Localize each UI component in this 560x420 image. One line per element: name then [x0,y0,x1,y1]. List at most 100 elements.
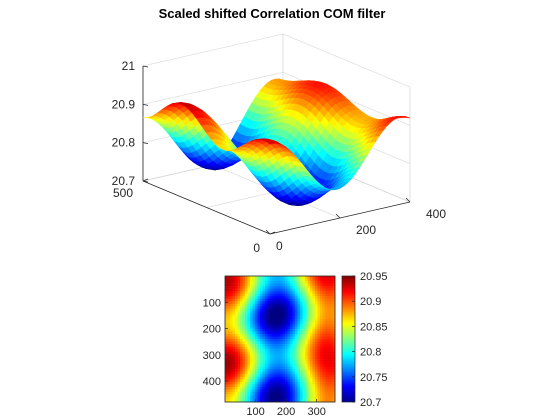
heatmap-cell [277,336,281,340]
heatmap-cell [322,323,326,327]
heatmap-cell [275,296,278,299]
heatmap-cell [237,389,241,393]
heatmap-cell [300,366,303,370]
heatmap-cell [315,389,318,393]
heatmap-cell [270,286,273,289]
heatmap-cell [232,283,236,287]
heatmap-cell [255,346,258,350]
heatmap-cell [255,349,258,352]
heatmap-cell [277,381,281,385]
heatmap-cell [242,354,246,357]
heatmap-cell [310,331,313,335]
heatmap-cell [295,293,298,297]
heatmap-cell [270,389,273,393]
heatmap-cell [240,384,243,388]
heatmap-cell [305,278,308,282]
heatmap-cell [240,291,243,294]
heatmap-cell [242,344,246,347]
heatmap-cell [332,281,336,284]
heatmap-cell [300,296,303,299]
heatmap-cell [237,344,241,347]
heatmap-cell [267,333,271,337]
heatmap-cell [305,301,308,305]
heatmap-cell [260,364,263,368]
heatmap-cell [257,351,261,355]
heatmap-cell [255,328,258,332]
heatmap-cell [307,386,311,390]
heatmap-cell [320,354,323,357]
heatmap-cell [237,331,241,335]
heatmap-cell [230,283,233,287]
heatmap-cell [230,389,233,393]
heatmap-cell [322,306,326,310]
heatmap-cell [292,344,296,347]
heatmap-cell [245,296,248,299]
heatmap-cell [275,391,278,395]
heatmap-cell [300,386,303,390]
heatmap-cell [280,306,283,310]
heatmap-cell [282,389,286,393]
heatmap-cell [270,323,273,327]
heatmap-cell [297,374,301,378]
heatmap-cell [227,296,231,299]
heatmap-cell [302,331,306,335]
heatmap-cell [332,364,336,368]
heatmap-cell [317,301,321,305]
heatmap-cell [247,308,251,312]
heatmap-cell [272,331,276,335]
heatmap-cell [332,339,336,342]
heatmap-cell [272,344,276,347]
heatmap-cell [287,303,291,307]
heatmap-cell [280,386,283,390]
heatmap-cell [237,291,241,294]
heatmap-cell [255,331,258,335]
heatmap-cell [240,346,243,350]
heatmap-cell [270,381,273,385]
heatmap-cell [232,369,236,373]
heatmap-cell [252,399,256,403]
heatmap-cell [327,326,331,330]
heatmap-cell [317,281,321,284]
heatmap-cell [307,298,311,302]
heatmap-cell [285,311,288,315]
heatmap-cell [232,278,236,282]
heatmap-cell [265,303,268,307]
heatmap-cell [265,379,268,383]
heatmap-cell [307,374,311,378]
heatmap-cell [237,298,241,302]
surface-title: Scaled shifted Correlation COM filter [159,6,386,21]
heatmap-cell [310,341,313,345]
heatmap-cell [300,306,303,310]
heatmap-cell [307,379,311,383]
heatmap-cell [310,374,313,378]
heatmap-cell [287,288,291,292]
y-tick-label: 500 [113,186,133,200]
heatmap-cell [290,318,293,322]
heatmap-cell [307,376,311,380]
heatmap-cell [315,344,318,347]
heatmap-cell [327,364,331,368]
heatmap-cell [250,344,253,347]
heatmap-cell [300,301,303,305]
heatmap-cell [302,323,306,327]
heatmap-cell [237,359,241,362]
heatmap-cell [322,281,326,284]
heatmap-cell [257,399,261,403]
heatmap-cell [290,374,293,378]
heatmap-cell [277,394,281,398]
heatmap-cell [262,318,266,322]
heatmap-cell [265,354,268,357]
heatmap-cell [322,366,326,370]
heatmap-cell [332,286,336,289]
heatmap-cell [277,283,281,287]
heatmap-cell [252,313,256,317]
heatmap-cell [265,306,268,310]
heatmap-cell [260,349,263,352]
heatmap-cell [282,391,286,395]
grid-line [142,71,284,105]
heatmap-cell [277,331,281,335]
heatmap-cell [275,321,278,325]
heatmap-cell [247,318,251,322]
heatmap-cell [322,339,326,342]
heatmap-cell [232,374,236,378]
